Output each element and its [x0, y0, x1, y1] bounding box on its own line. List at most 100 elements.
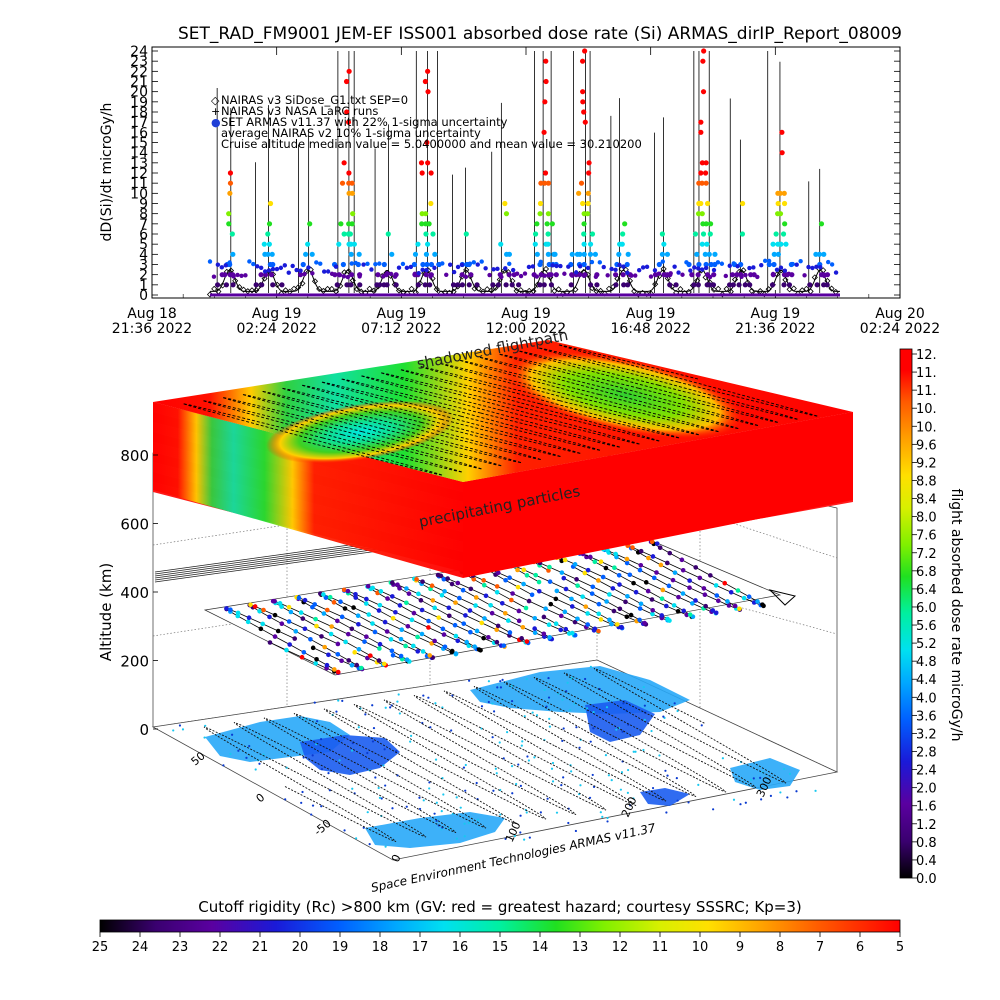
armas-dose-marker — [625, 251, 631, 257]
orbit-dose-marker — [468, 629, 473, 635]
rigidity-tick-label: 6 — [856, 940, 864, 955]
armas-dose-marker — [345, 274, 351, 280]
orbit-dose-marker — [643, 580, 649, 585]
time-series-frame — [151, 46, 901, 299]
coastline-dot — [551, 780, 555, 783]
armas-dose-marker — [703, 180, 709, 186]
orbit-dose-marker — [279, 621, 285, 627]
orbit-dose-marker — [760, 602, 765, 607]
armas-dose-marker — [802, 273, 807, 278]
armas-dose-marker — [345, 119, 352, 125]
orbit-dose-marker — [345, 588, 351, 594]
altitude-axis-label: Altitude (km) — [97, 563, 115, 661]
coastline-dot — [551, 761, 555, 765]
orbit-dose-marker — [596, 601, 602, 607]
orbit-dose-marker — [605, 548, 610, 553]
armas-dose-marker — [542, 170, 549, 176]
orbit-dose-marker — [224, 606, 229, 611]
coastline-dot — [396, 700, 399, 703]
armas-dose-marker — [810, 265, 815, 271]
armas-dose-marker — [592, 251, 598, 257]
orbit-dose-marker — [610, 586, 616, 591]
armas-dose-marker — [779, 129, 785, 135]
orbit-dose-marker — [590, 584, 596, 590]
coastline-dot — [389, 706, 392, 709]
armas-dose-marker — [636, 267, 642, 273]
coastline-dot — [364, 713, 367, 716]
orbit-dose-marker — [449, 648, 455, 654]
coastline-dot — [366, 811, 369, 814]
orbit-dose-marker — [532, 630, 538, 636]
coastline-dot — [463, 835, 466, 838]
coastline-dot — [491, 702, 494, 705]
orbit-dose-marker — [327, 594, 333, 600]
coastline-dot — [499, 686, 503, 689]
rigidity-tick-label: 12 — [612, 940, 629, 955]
nairas-diamond-marker — [479, 288, 487, 295]
coastline-dot — [335, 710, 338, 713]
orbit-dose-marker — [562, 557, 568, 563]
coastline-dot — [517, 763, 520, 766]
coastline-dot — [476, 818, 480, 821]
coastline-dot — [521, 740, 524, 743]
orbit-dose-marker — [708, 573, 713, 578]
armas-dose-marker — [715, 260, 721, 265]
armas-dose-marker — [467, 261, 473, 266]
nairas-diamond-marker — [232, 277, 239, 284]
armas-dose-marker — [569, 251, 575, 257]
armas-dose-marker — [459, 272, 465, 278]
armas-dose-marker — [553, 272, 559, 278]
armas-dose-marker — [558, 263, 563, 269]
orbit-dose-marker — [287, 642, 292, 647]
armas-dose-marker — [377, 261, 382, 266]
coastline-dot — [248, 744, 251, 748]
orbit-dose-marker — [561, 575, 567, 581]
orbit-dose-marker — [439, 592, 445, 598]
armas-dose-marker — [790, 261, 795, 267]
armas-dose-marker — [424, 139, 430, 146]
armas-dose-marker — [707, 282, 713, 288]
coastline-dot — [380, 797, 383, 800]
armas-dose-marker — [818, 265, 823, 270]
armas-dose-marker — [581, 231, 587, 237]
orbit-dose-marker — [364, 634, 369, 640]
armas-dose-marker — [423, 231, 429, 237]
armas-dose-marker — [726, 282, 733, 288]
coastline-dot — [328, 789, 331, 792]
orbit-dose-marker — [467, 608, 473, 613]
coastline-dot — [433, 812, 436, 815]
coastline-dot — [499, 788, 502, 792]
armas-dose-marker — [587, 251, 594, 257]
armas-dose-marker — [698, 170, 704, 176]
orbit-dose-marker — [580, 594, 585, 599]
orbit-dose-marker — [310, 645, 316, 651]
coastline-dot — [355, 837, 358, 840]
orbit-dose-marker — [755, 599, 760, 604]
orbit-dose-marker — [628, 612, 634, 618]
armas-dose-marker — [506, 251, 513, 257]
armas-dose-marker — [430, 231, 436, 237]
coastline-dot — [571, 676, 574, 679]
coastline-dot — [545, 705, 548, 708]
armas-dose-marker — [739, 274, 744, 280]
armas-dose-marker — [361, 262, 366, 267]
armas-dose-marker — [483, 266, 488, 271]
coastline-dot — [569, 708, 572, 712]
armas-dose-marker — [824, 282, 830, 288]
armas-dose-marker — [207, 259, 213, 264]
nairas-diamond-marker — [773, 271, 781, 278]
orbit-dose-marker — [659, 613, 665, 618]
longitude-tick-label: 0 — [389, 852, 404, 864]
orbit-dose-marker — [627, 572, 633, 578]
armas-dose-marker — [684, 260, 689, 265]
orbit-dose-marker — [596, 611, 602, 617]
orbit-dose-marker — [563, 626, 569, 632]
armas-dose-marker — [298, 268, 303, 273]
armas-dose-marker — [425, 89, 431, 95]
x-tick-date: Aug 19 — [252, 306, 302, 322]
coastline-dot — [592, 727, 595, 730]
armas-dose-marker — [664, 251, 671, 257]
orbit-dose-marker — [684, 612, 690, 618]
orbit-dose-marker — [697, 575, 703, 581]
coastline-dot — [311, 804, 315, 807]
